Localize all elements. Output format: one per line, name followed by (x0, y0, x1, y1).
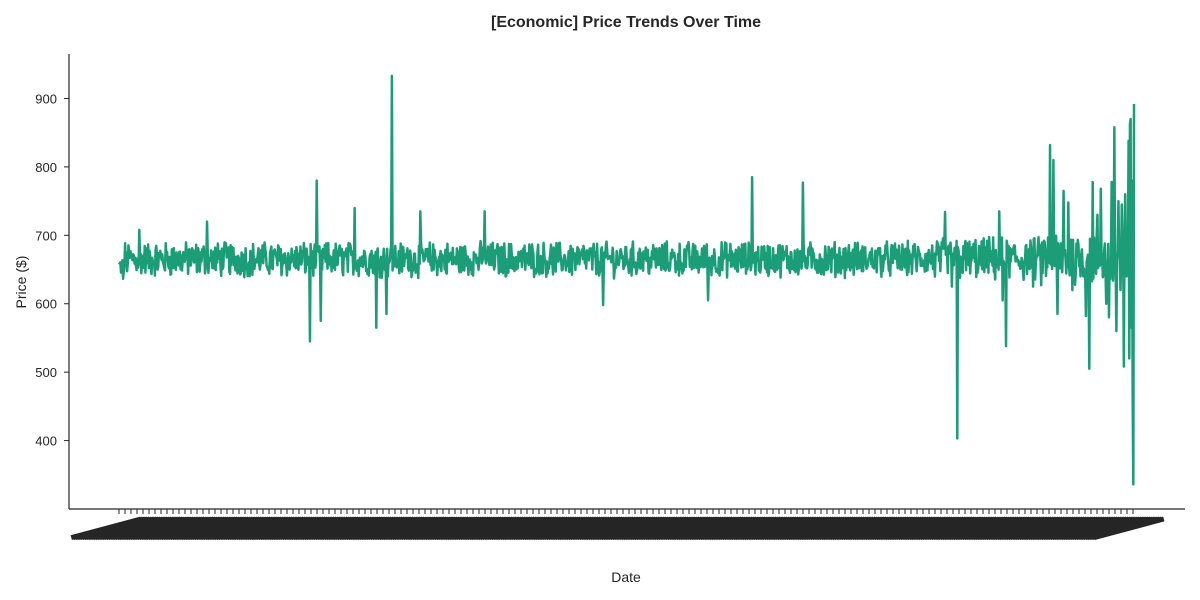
x-tick-label-band (71, 509, 1165, 540)
y-tick-label: 400 (35, 434, 57, 449)
chart-title: [Economic] Price Trends Over Time (491, 14, 761, 31)
y-tick-label: 900 (35, 91, 57, 106)
y-tick-label: 600 (35, 297, 57, 312)
x-axis-label: Date (611, 569, 641, 585)
y-tick-label: 800 (35, 160, 57, 175)
y-tick-label: 700 (35, 228, 57, 243)
y-axis-label: Price ($) (13, 256, 29, 309)
y-tick-label: 500 (35, 365, 57, 380)
price-series-line (119, 76, 1134, 484)
y-axis-ticks: 400 500 600 700 800 900 (35, 91, 69, 448)
